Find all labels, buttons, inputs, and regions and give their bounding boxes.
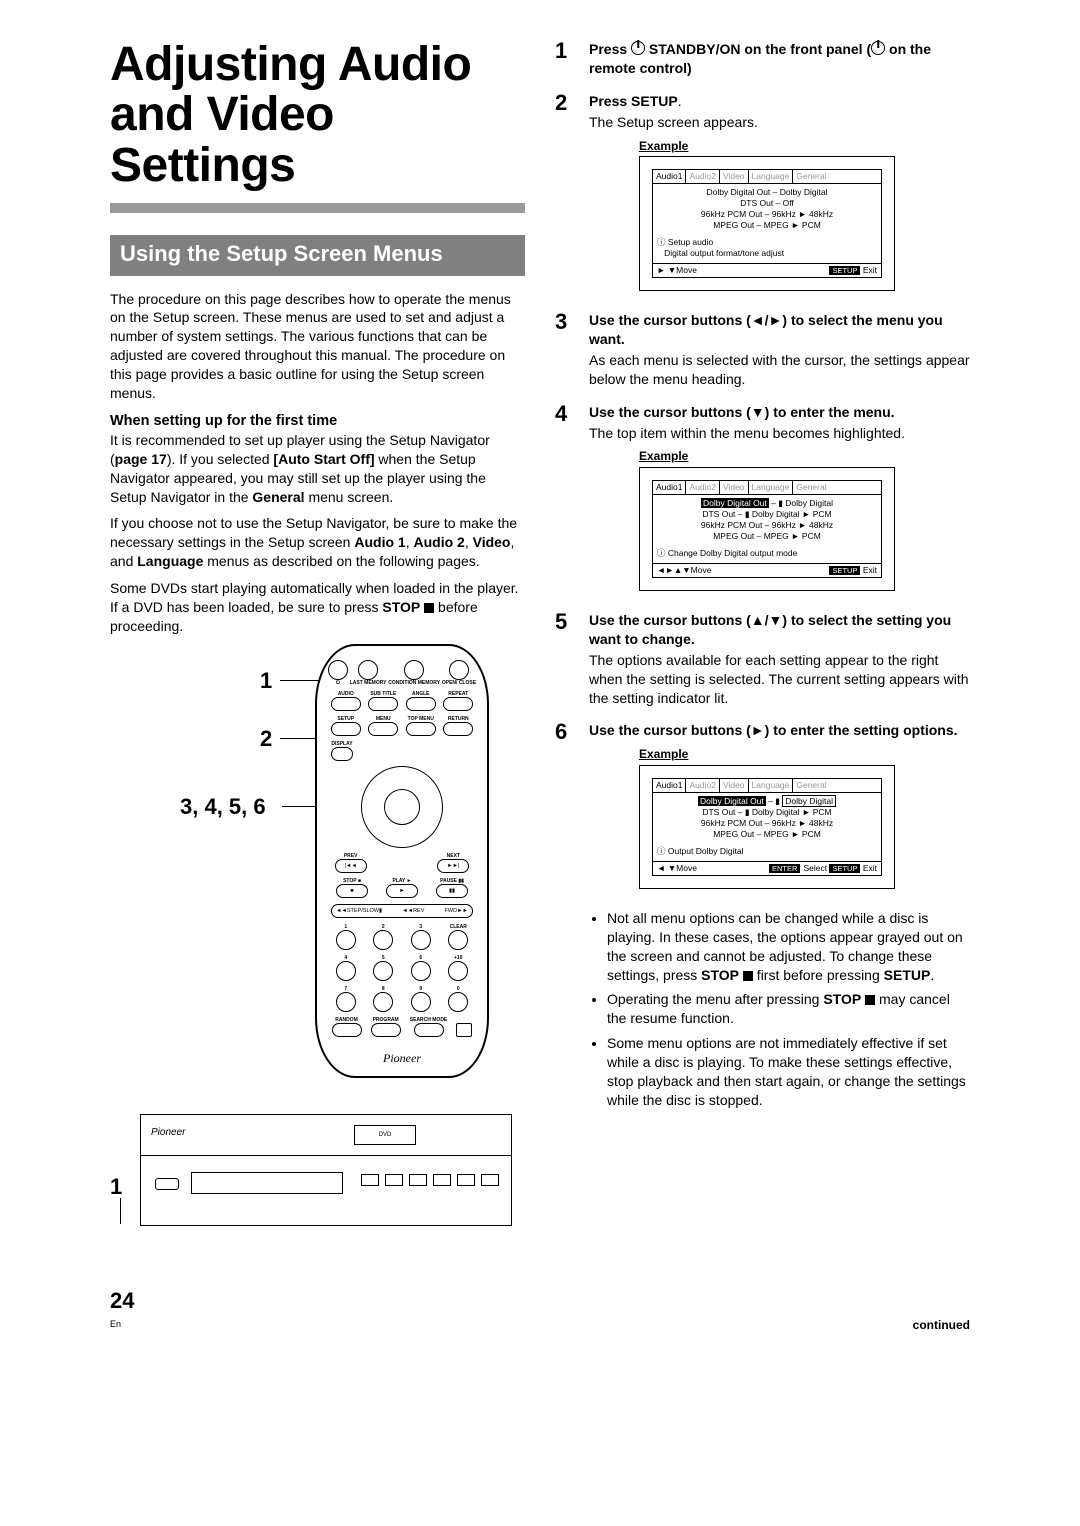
note-item: Some menu options are not immediately ef… xyxy=(607,1034,970,1110)
first-time-p2: If you choose not to use the Setup Navig… xyxy=(110,514,525,571)
note-item: Operating the menu after pressing STOP m… xyxy=(607,990,970,1028)
page-title: Adjusting Audio and Video Settings xyxy=(110,40,525,195)
notes-list: Not all menu options can be changed whil… xyxy=(593,909,970,1110)
remote-control: ⏻ LAST MEMORY CONDITION MEMORY OPEN/ CLO… xyxy=(315,644,489,1078)
menu-example-1: Audio1 Audio2 Video Language General Dol… xyxy=(639,156,895,291)
remote-callout-2: 2 xyxy=(260,726,272,752)
player-callout-1: 1 xyxy=(110,1174,122,1200)
directional-pad xyxy=(361,766,443,848)
note-item: Not all menu options can be changed whil… xyxy=(607,909,970,985)
menu-example-3: Audio1 Audio2 Video Language General Dol… xyxy=(639,765,895,889)
title-rule xyxy=(110,203,525,213)
first-time-p1: It is recommended to set up player using… xyxy=(110,431,525,507)
step-3: 3 Use the cursor buttons (◄/►) to select… xyxy=(555,311,970,389)
first-time-subhead: When setting up for the first time xyxy=(110,413,525,429)
intro-paragraph: The procedure on this page describes how… xyxy=(110,290,525,403)
step-5: 5 Use the cursor buttons (▲/▼) to select… xyxy=(555,611,970,707)
dvd-player: Pioneer DVD xyxy=(140,1114,512,1226)
remote-callout-1: 1 xyxy=(260,668,272,694)
player-figure: 1 Pioneer DVD xyxy=(110,1114,525,1264)
remote-logo: Pioneer xyxy=(317,1051,487,1066)
power-icon xyxy=(631,41,645,55)
stop-icon xyxy=(424,603,434,613)
section-heading: Using the Setup Screen Menus xyxy=(110,235,525,275)
step-6: 6 Use the cursor buttons (►) to enter th… xyxy=(555,721,970,894)
continued-label: continued xyxy=(913,1318,970,1332)
remote-figure: 1 2 3, 4, 5, 6 ⏻ LAST MEMORY CONDITION M… xyxy=(110,644,525,1084)
step-2: 2 Press SETUP. The Setup screen appears.… xyxy=(555,92,970,297)
remote-jog: ◄◄STEP/SLOW▮◄◄REVFWD►► xyxy=(331,904,473,918)
power-icon xyxy=(871,41,885,55)
step-1: 1 Press STANDBY/ON on the front panel ( … xyxy=(555,40,970,78)
example-label: Example xyxy=(639,746,970,762)
first-time-p3: Some DVDs start playing automatically wh… xyxy=(110,579,525,636)
remote-callout-3456: 3, 4, 5, 6 xyxy=(180,794,266,820)
example-label: Example xyxy=(639,138,970,154)
step-4: 4 Use the cursor buttons (▼) to enter th… xyxy=(555,403,970,597)
stop-icon xyxy=(865,995,875,1005)
page-number: 24 En xyxy=(110,1288,134,1332)
example-label: Example xyxy=(639,448,970,464)
menu-example-2: Audio1 Audio2 Video Language General Dol… xyxy=(639,467,895,591)
stop-icon xyxy=(743,971,753,981)
